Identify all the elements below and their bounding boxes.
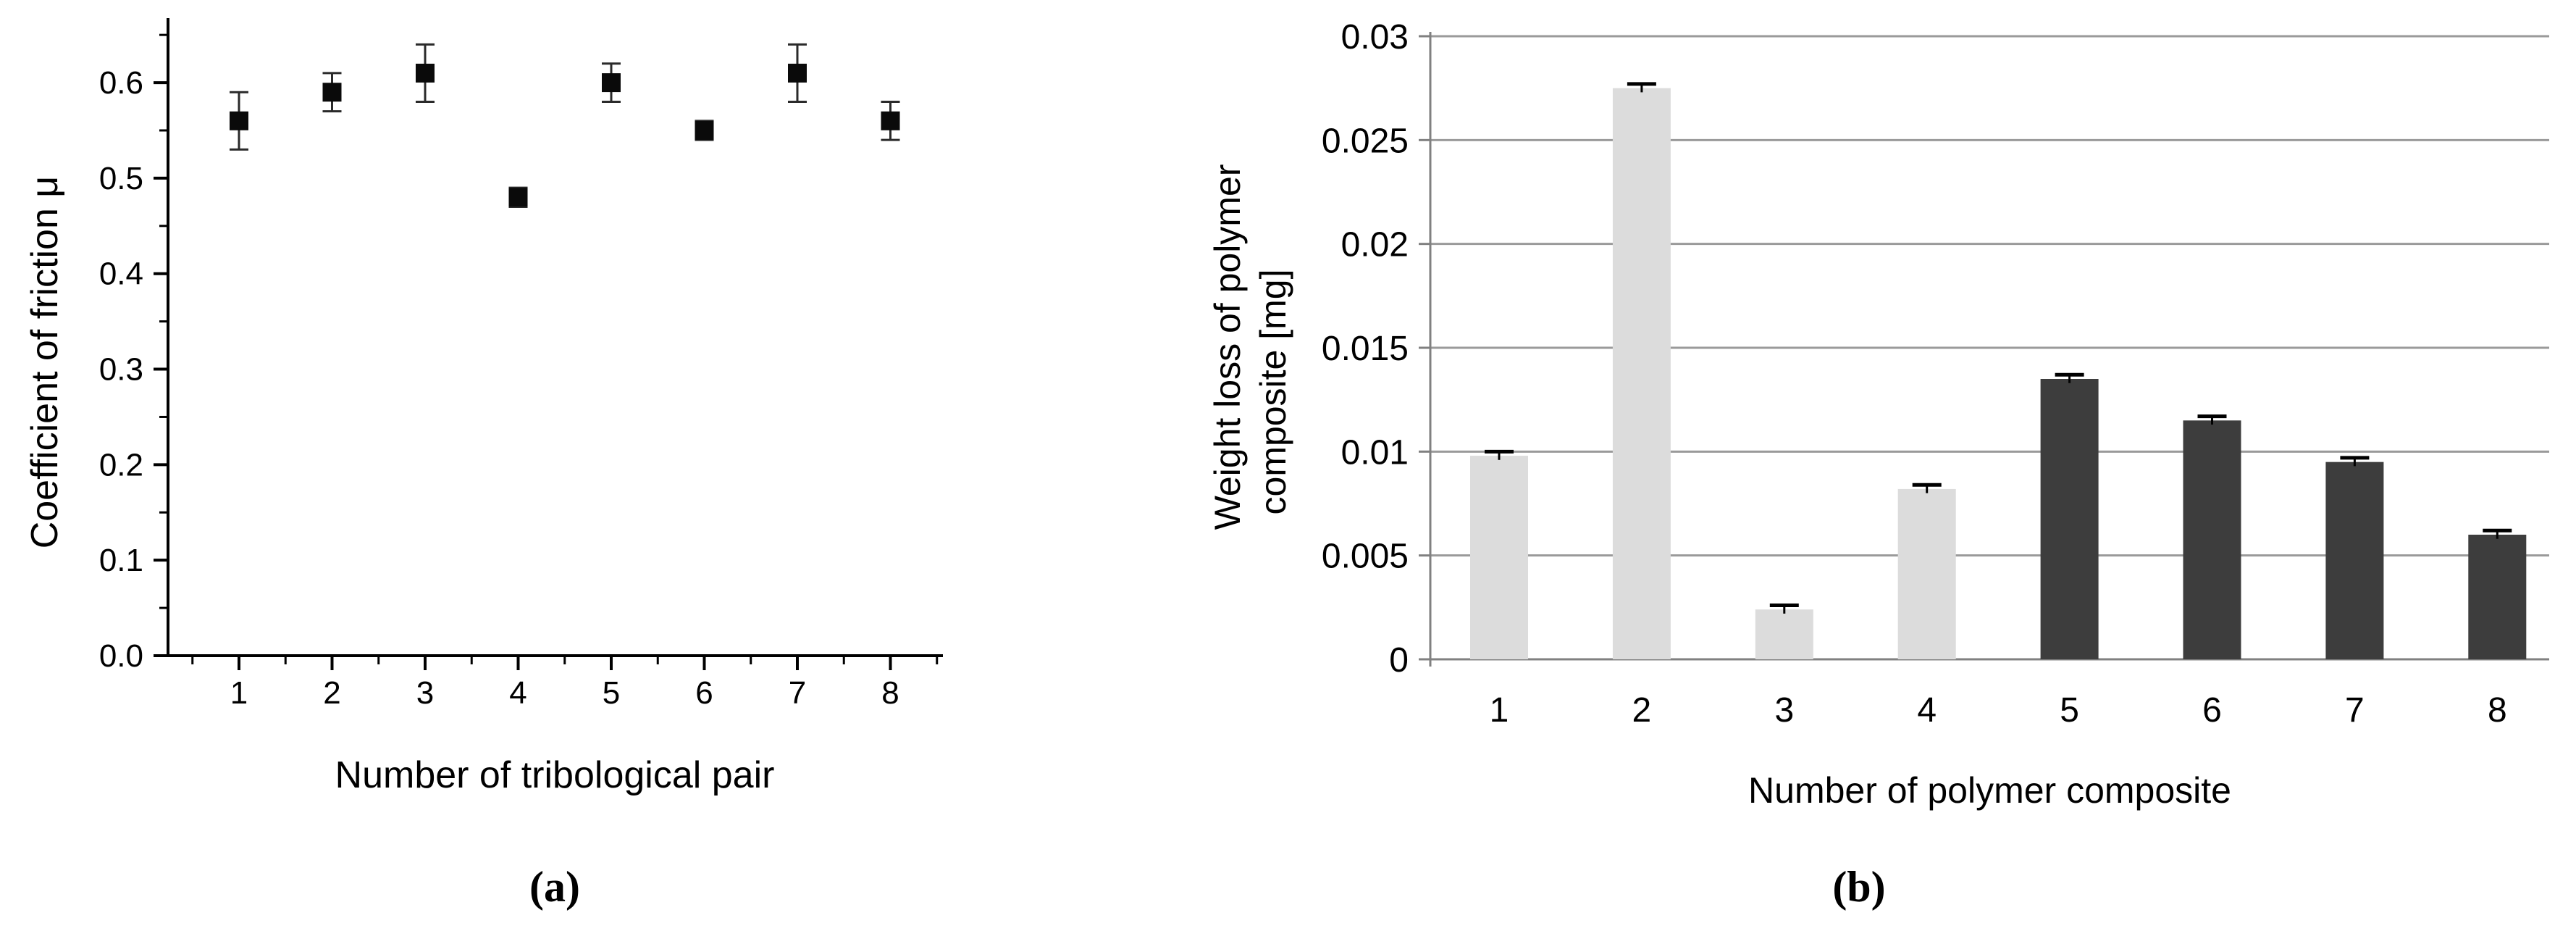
bar-8: [2468, 535, 2527, 659]
bar-error-8: [2483, 528, 2512, 539]
y-tick-label: 0.01: [1341, 433, 1409, 472]
y-tick-label: 0.1: [99, 543, 143, 578]
y-tick-label: 0.03: [1341, 18, 1409, 57]
x-tick-label: 8: [2488, 691, 2507, 730]
x-tick-label: 4: [1917, 691, 1937, 730]
data-point-5: [602, 73, 621, 93]
y-tick-label: 0.4: [99, 256, 143, 292]
x-tick-label: 1: [230, 675, 248, 711]
x-tick-label: 4: [509, 675, 526, 711]
bar-1: [1470, 456, 1528, 659]
y-tick-label: 0: [1389, 641, 1409, 680]
friction-scatter-chart: 0.0 0.1 0.2 0.3 0.4 0.5 0.6 1 2 3 4 5 6 7 8: [99, 18, 943, 711]
chart-a-x-axis-label: Number of tribological pair: [335, 754, 775, 796]
y-tick-label: 0.02: [1341, 226, 1409, 264]
data-point-4: [508, 188, 528, 207]
bar-error-6: [2197, 414, 2227, 425]
x-tick-label: 2: [323, 675, 340, 711]
chart-b-y-axis-label-line1: Weight loss of polymer: [1207, 164, 1248, 530]
y-tick-label: 0.0: [99, 638, 143, 674]
bar-3: [1755, 609, 1813, 659]
bar-5: [2040, 379, 2099, 659]
bar-error-2: [1627, 82, 1656, 93]
tick-labels: 0.0 0.1 0.2 0.3 0.4 0.5 0.6 1 2 3 4 5 6 7 8: [99, 65, 899, 711]
y-tick-label: 0.015: [1322, 330, 1409, 368]
x-tick-label: 6: [695, 675, 713, 711]
x-tick-label: 2: [1632, 691, 1652, 730]
chart-a-y-axis-label: Coefficient of friction μ: [24, 175, 66, 549]
bars: [1470, 88, 2527, 659]
error-bars: [1485, 82, 2512, 614]
x-tick-label: 5: [603, 675, 620, 711]
y-tick-label: 0.5: [99, 161, 143, 196]
bar-error-1: [1485, 449, 1514, 460]
y-tick-label: 0.6: [99, 65, 143, 101]
y-tick-label: 0.3: [99, 352, 143, 388]
x-tick-label: 3: [1774, 691, 1794, 730]
x-tick-label: 8: [881, 675, 899, 711]
bar-2: [1612, 88, 1671, 659]
x-tick-label: 3: [416, 675, 434, 711]
data-point-6: [695, 121, 714, 140]
data-point-1: [230, 111, 248, 130]
major-ticks: [154, 81, 892, 670]
data-point-8: [881, 111, 900, 130]
data-point-7: [788, 63, 807, 83]
minor-ticks: [159, 33, 939, 664]
y-tick-label: 0.005: [1322, 538, 1409, 576]
bar-4: [1897, 488, 1956, 659]
data-point-3: [416, 63, 435, 83]
bar-error-3: [1769, 603, 1799, 614]
weight-loss-bar-chart: 0 0.005 0.01 0.015 0.02 0.025 0.03 1 2 3 4 5 6 7 8: [1322, 18, 2549, 730]
bar-7: [2325, 462, 2384, 659]
data-point-2: [322, 83, 342, 102]
subfigure-b-caption: (b): [1832, 863, 1886, 911]
x-tick-label: 5: [2060, 691, 2079, 730]
axes: [167, 18, 943, 657]
chart-b-x-axis-label: Number of polymer composite: [1748, 770, 2231, 811]
subfigure-b: 0 0.005 0.01 0.015 0.02 0.025 0.03 1 2 3 4 5 6 7 8 Wei…: [1195, 0, 2576, 952]
data-series: [230, 63, 900, 207]
bar-6: [2183, 420, 2241, 659]
bar-error-4: [1912, 483, 1942, 493]
x-tick-label: 6: [2202, 691, 2222, 730]
y-tick-label: 0.2: [99, 447, 143, 483]
y-tick-label: 0.025: [1322, 122, 1409, 160]
subfigure-a-caption: (a): [529, 863, 580, 911]
x-tick-label: 1: [1490, 691, 1509, 730]
bar-error-5: [2055, 372, 2084, 383]
x-tick-label: 7: [2345, 691, 2365, 730]
bar-error-7: [2340, 456, 2370, 467]
tick-labels: 0 0.005 0.01 0.015 0.02 0.025 0.03 1 2 3 4 5 6 7 8: [1322, 18, 2507, 730]
chart-b-y-axis-label-line2: composite [mg]: [1253, 269, 1293, 515]
subfigure-a: 0.0 0.1 0.2 0.3 0.4 0.5 0.6 1 2 3 4 5 6 7 8 Coefficien…: [0, 0, 1195, 952]
x-tick-label: 7: [789, 675, 806, 711]
